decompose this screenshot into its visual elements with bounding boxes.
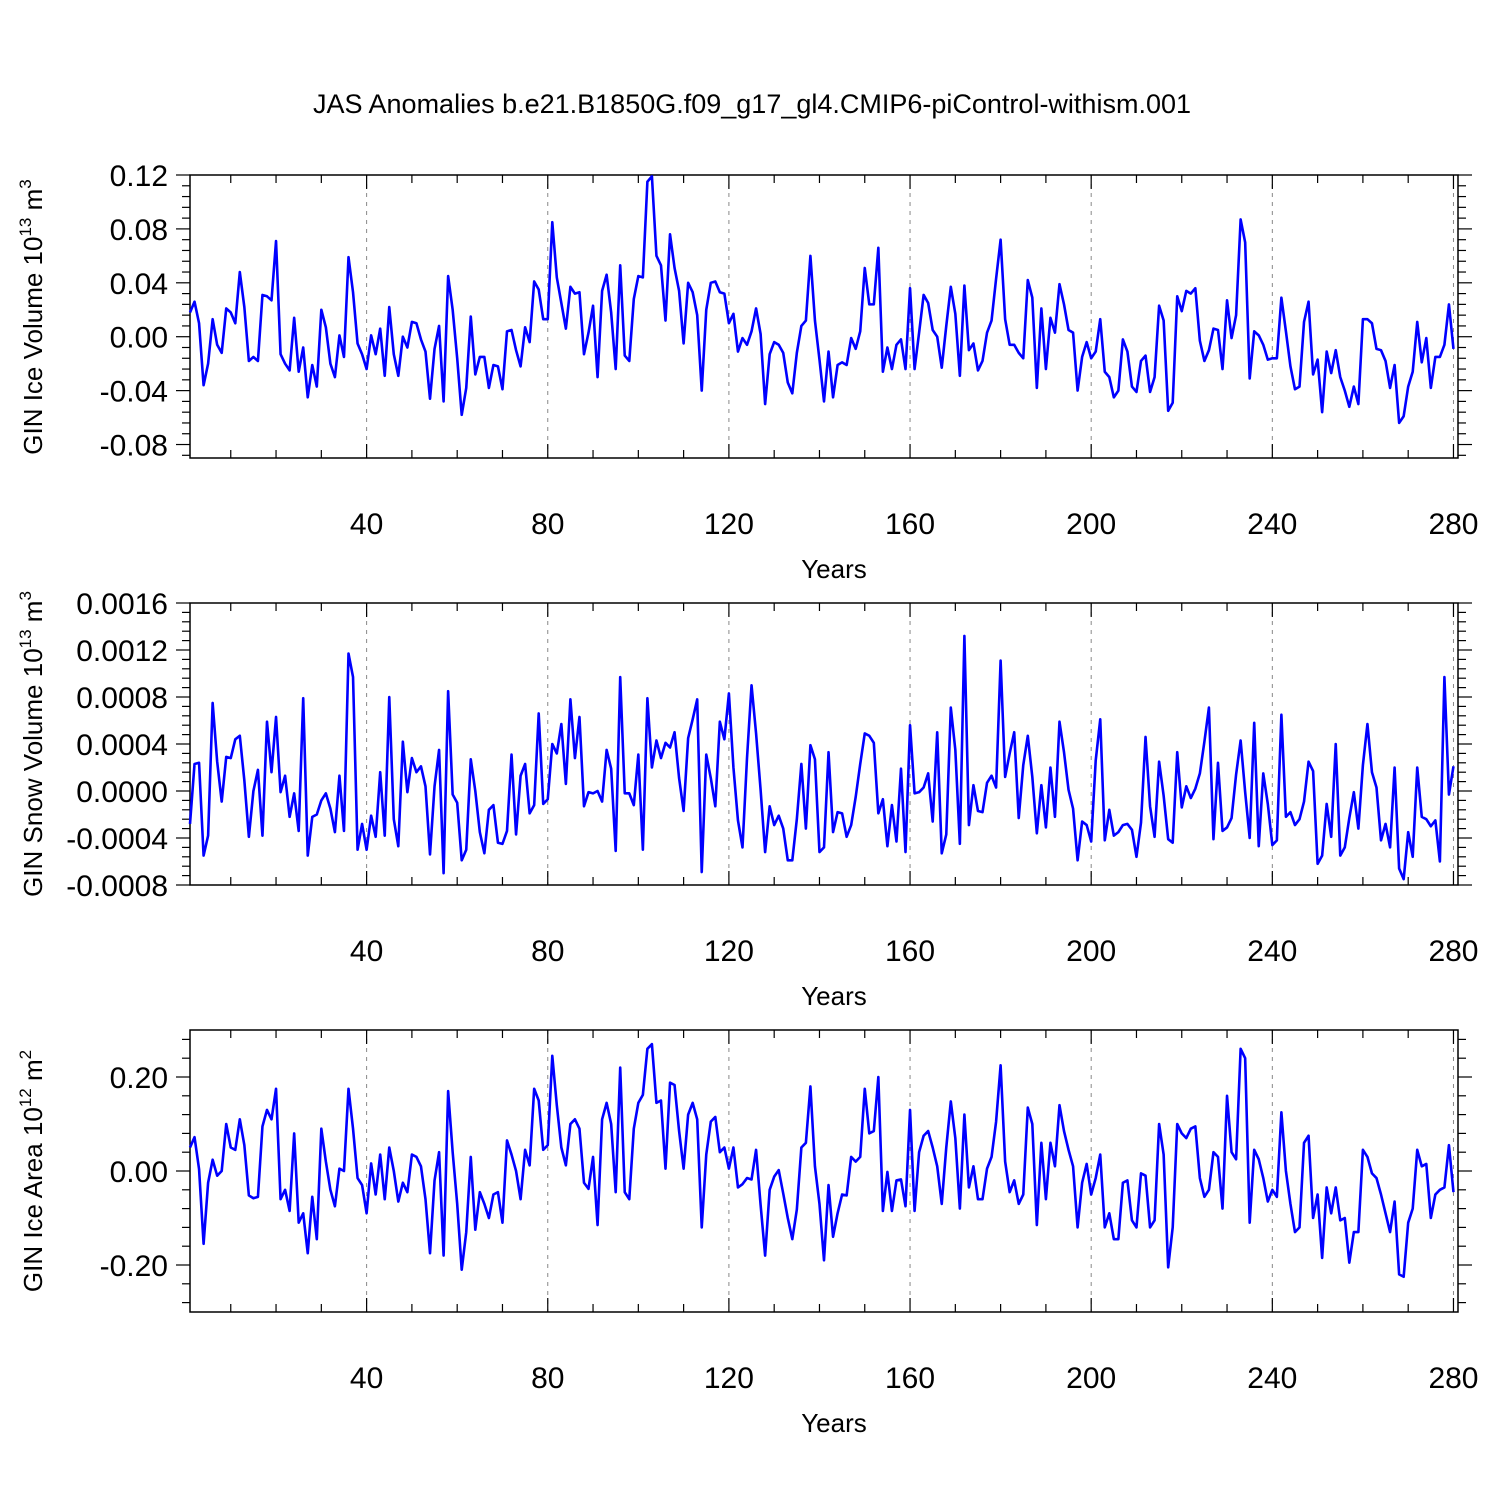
x-tick-label: 160 bbox=[885, 508, 935, 541]
snow-volume-panel: 40 80 120 160 200 240 280 -0.0008 -0.0004 0.0000 0… bbox=[16, 588, 1479, 1011]
y-tick-label: -0.0008 bbox=[66, 870, 168, 903]
y-tick-label: 0.04 bbox=[110, 268, 168, 301]
y-axis-title: GIN Snow Volume 1013 m3 bbox=[16, 591, 48, 897]
x-axis-title: Years bbox=[801, 554, 867, 584]
y-tick-label: 0.20 bbox=[110, 1062, 168, 1095]
x-tick-label: 40 bbox=[350, 508, 383, 541]
ice-area-series-line bbox=[188, 1042, 1455, 1279]
x-tick-label: 80 bbox=[531, 1362, 564, 1395]
ice-volume-panel: 40 80 120 160 200 240 280 -0.08 -0.04 0.00 0.04 0.0… bbox=[16, 160, 1479, 584]
ice-area-panel: 40 80 120 160 200 240 280 -0.20 0.00 0.20 Years GIN… bbox=[16, 1029, 1479, 1438]
y-axis-title: GIN Ice Area 1012 m2 bbox=[16, 1050, 48, 1292]
x-tick-label: 280 bbox=[1428, 1362, 1478, 1395]
x-tick-label: 240 bbox=[1247, 508, 1297, 541]
y-tick-label: 0.00 bbox=[110, 322, 168, 355]
x-tick-label: 280 bbox=[1428, 508, 1478, 541]
y-tick-label: 0.0016 bbox=[76, 588, 168, 621]
x-tick-label: 120 bbox=[704, 1362, 754, 1395]
plot-frame bbox=[189, 174, 1459, 459]
x-tick-label: 120 bbox=[704, 508, 754, 541]
x-tick-label: 120 bbox=[704, 935, 754, 968]
x-tick-label: 80 bbox=[531, 935, 564, 968]
x-tick-label: 240 bbox=[1247, 1362, 1297, 1395]
x-tick-label: 200 bbox=[1066, 508, 1116, 541]
x-tick-label: 160 bbox=[885, 935, 935, 968]
y-tick-label: -0.04 bbox=[100, 376, 168, 409]
plot-frame bbox=[189, 1029, 1459, 1313]
x-tick-label: 40 bbox=[350, 935, 383, 968]
y-tick-label: 0.08 bbox=[110, 214, 168, 247]
ice-volume-series-line bbox=[188, 175, 1455, 425]
x-tick-label: 40 bbox=[350, 1362, 383, 1395]
y-tick-label: 0.00 bbox=[110, 1156, 168, 1189]
x-tick-label: 280 bbox=[1428, 935, 1478, 968]
x-axis-title: Years bbox=[801, 1408, 867, 1438]
snow-volume-series-line bbox=[188, 634, 1455, 881]
y-axis-title: GIN Ice Volume 1013 m3 bbox=[16, 179, 48, 455]
x-tick-label: 80 bbox=[531, 508, 564, 541]
x-tick-label: 200 bbox=[1066, 1362, 1116, 1395]
y-tick-label: 0.0008 bbox=[76, 682, 168, 715]
y-tick-label: -0.08 bbox=[100, 430, 168, 463]
y-tick-label: 0.12 bbox=[110, 160, 168, 193]
y-tick-label: 0.0004 bbox=[76, 729, 168, 762]
x-axis-title: Years bbox=[801, 981, 867, 1011]
y-tick-label: -0.20 bbox=[100, 1250, 168, 1283]
y-tick-label: -0.0004 bbox=[66, 823, 168, 856]
y-tick-label: 0.0012 bbox=[76, 635, 168, 668]
chart-title: JAS Anomalies b.e21.B1850G.f09_g17_gl4.C… bbox=[313, 89, 1191, 119]
y-tick-label: 0.0000 bbox=[76, 776, 168, 809]
x-tick-label: 200 bbox=[1066, 935, 1116, 968]
plot-frame bbox=[189, 602, 1459, 886]
x-tick-label: 240 bbox=[1247, 935, 1297, 968]
x-tick-label: 160 bbox=[885, 1362, 935, 1395]
